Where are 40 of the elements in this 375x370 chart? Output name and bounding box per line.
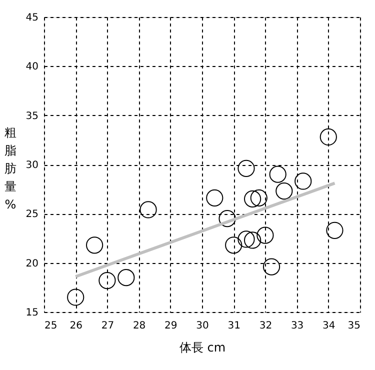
x-tick-label: 27 xyxy=(101,320,114,332)
x-tick-label: 34 xyxy=(322,320,336,332)
point xyxy=(67,288,84,306)
point xyxy=(118,269,135,286)
point xyxy=(98,272,116,290)
point xyxy=(86,236,104,254)
x-tick-label: 26 xyxy=(70,320,82,332)
point xyxy=(225,236,242,254)
y-axis-title: 粗脂肪量% xyxy=(4,126,16,212)
point xyxy=(294,172,312,190)
x-tick-label: 32 xyxy=(259,320,272,332)
point xyxy=(244,232,262,249)
x-tick-label: 28 xyxy=(132,320,146,332)
point xyxy=(256,226,274,244)
x-tick-label: 30 xyxy=(196,320,209,332)
x-tick-label: 25 xyxy=(44,320,58,332)
y-tick-label: 20 xyxy=(26,258,38,270)
point xyxy=(238,230,255,248)
x-tick-label: 35 xyxy=(348,320,360,332)
point xyxy=(238,160,255,177)
point xyxy=(320,128,337,146)
x-tick-label: 31 xyxy=(228,320,240,332)
x-axis-title: 体長 cm xyxy=(179,340,226,354)
y-tick-label: 45 xyxy=(26,12,38,24)
x-tick-label: 29 xyxy=(164,320,178,332)
y-tick-label: 15 xyxy=(26,308,38,318)
y-tick-label: 30 xyxy=(26,160,38,171)
point xyxy=(262,258,280,276)
point xyxy=(269,166,286,183)
x-tick-label: 33 xyxy=(290,320,304,332)
point xyxy=(218,210,236,228)
point xyxy=(276,182,293,200)
y-tick-label: 40 xyxy=(26,62,38,73)
point xyxy=(206,189,224,206)
point xyxy=(250,189,268,206)
y-tick-label: 25 xyxy=(26,209,38,220)
point xyxy=(244,190,262,208)
y-tick-label: 35 xyxy=(26,110,38,122)
point xyxy=(140,201,157,218)
point xyxy=(326,222,344,239)
